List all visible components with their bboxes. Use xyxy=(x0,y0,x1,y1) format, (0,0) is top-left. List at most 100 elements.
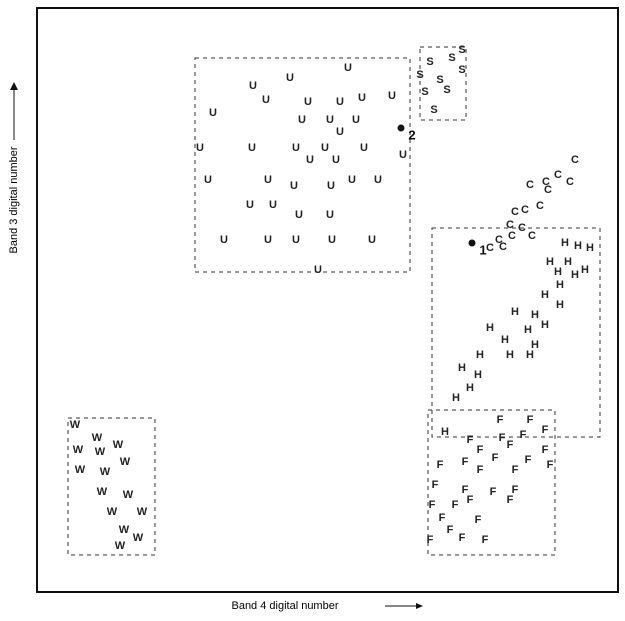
point-marker: C xyxy=(571,154,579,166)
point-marker: U xyxy=(220,234,228,246)
point-marker: H xyxy=(571,269,579,281)
x-axis-arrowhead xyxy=(416,603,423,609)
point-marker: U xyxy=(336,126,344,138)
point-marker: W xyxy=(137,506,148,518)
point-marker: H xyxy=(524,324,532,336)
point-marker: H xyxy=(581,264,589,276)
point-marker: C xyxy=(554,169,562,181)
reference-label: 1 xyxy=(479,242,486,257)
point-marker: F xyxy=(427,534,434,546)
point-marker: F xyxy=(490,486,497,498)
point-marker: F xyxy=(499,432,506,444)
point-marker: S xyxy=(458,64,465,76)
point-marker: U xyxy=(332,154,340,166)
point-marker: F xyxy=(542,424,549,436)
point-marker: W xyxy=(113,439,124,451)
point-marker: H xyxy=(466,382,474,394)
point-marker: U xyxy=(209,107,217,119)
point-marker: W xyxy=(92,432,103,444)
point-marker: H xyxy=(531,309,539,321)
point-marker: C xyxy=(508,230,516,242)
page: {"chart_data": {"type": "scatter", "x_la… xyxy=(0,0,625,616)
point-marker: C xyxy=(526,179,534,191)
point-marker: U xyxy=(249,80,257,92)
point-marker: F xyxy=(547,459,554,471)
point-marker: H xyxy=(554,266,562,278)
point-marker: F xyxy=(482,534,489,546)
point-marker: C xyxy=(544,184,552,196)
point-marker: H xyxy=(476,349,484,361)
point-marker: H xyxy=(501,334,509,346)
point-marker: H xyxy=(452,392,460,404)
point-marker: W xyxy=(100,466,111,478)
point-marker: S xyxy=(430,104,437,116)
point-marker: U xyxy=(298,114,306,126)
point-marker: H xyxy=(474,369,482,381)
point-marker: U xyxy=(358,92,366,104)
chart: Band 3 digital number Band 4 digital num… xyxy=(0,0,625,616)
class-boxes xyxy=(68,47,600,555)
point-marker: U xyxy=(360,142,368,154)
point-marker: U xyxy=(290,180,298,192)
point-marker: F xyxy=(452,499,459,511)
point-marker: F xyxy=(467,434,474,446)
point-marker: F xyxy=(525,454,532,466)
point-marker: H xyxy=(526,349,534,361)
point-marker: W xyxy=(73,444,84,456)
point-marker: U xyxy=(399,149,407,161)
point-marker: H xyxy=(556,279,564,291)
point-marker: H xyxy=(556,299,564,311)
point-marker: H xyxy=(486,322,494,334)
point-marker: F xyxy=(507,494,514,506)
point-marker: S xyxy=(421,86,428,98)
point-marker: W xyxy=(133,532,144,544)
point-marker: U xyxy=(374,174,382,186)
point-marker: H xyxy=(561,237,569,249)
point-marker: W xyxy=(75,464,86,476)
reference-point xyxy=(469,240,476,247)
point-marker: W xyxy=(107,506,118,518)
point-marker: U xyxy=(327,180,335,192)
point-marker: U xyxy=(388,90,396,102)
point-marker: W xyxy=(95,446,106,458)
point-marker: H xyxy=(458,362,466,374)
point-marker: U xyxy=(248,142,256,154)
point-marker: F xyxy=(542,444,549,456)
point-marker: U xyxy=(286,72,294,84)
point-marker: U xyxy=(264,174,272,186)
point-marker: H xyxy=(564,256,572,268)
class-box xyxy=(432,228,600,437)
point-marker: C xyxy=(499,241,507,253)
point-marker: C xyxy=(486,242,494,254)
point-marker: C xyxy=(566,176,574,188)
point-marker: W xyxy=(115,540,126,552)
point-marker: W xyxy=(70,419,81,431)
point-marker: F xyxy=(439,512,446,524)
point-marker: S xyxy=(426,56,433,68)
point-marker: U xyxy=(348,174,356,186)
point-marker: U xyxy=(352,114,360,126)
point-marker: W xyxy=(120,456,131,468)
point-marker: U xyxy=(306,154,314,166)
point-marker: F xyxy=(429,499,436,511)
point-marker: H xyxy=(546,256,554,268)
point-marker: F xyxy=(432,479,439,491)
point-marker: U xyxy=(196,142,204,154)
reference-point xyxy=(398,125,405,132)
y-axis-label: Band 3 digital number xyxy=(8,146,20,253)
point-marker: F xyxy=(467,494,474,506)
point-marker: U xyxy=(326,114,334,126)
point-marker: C xyxy=(528,230,536,242)
point-marker: F xyxy=(527,414,534,426)
y-axis-arrowhead xyxy=(10,82,18,90)
point-marker: U xyxy=(344,62,352,74)
point-marker: U xyxy=(292,142,300,154)
point-marker: S xyxy=(443,84,450,96)
point-marker: U xyxy=(204,174,212,186)
point-marker: H xyxy=(506,349,514,361)
point-marker: C xyxy=(536,200,544,212)
point-marker: U xyxy=(246,199,254,211)
point-marker: U xyxy=(304,96,312,108)
point-marker: F xyxy=(437,459,444,471)
point-marker: W xyxy=(97,486,108,498)
